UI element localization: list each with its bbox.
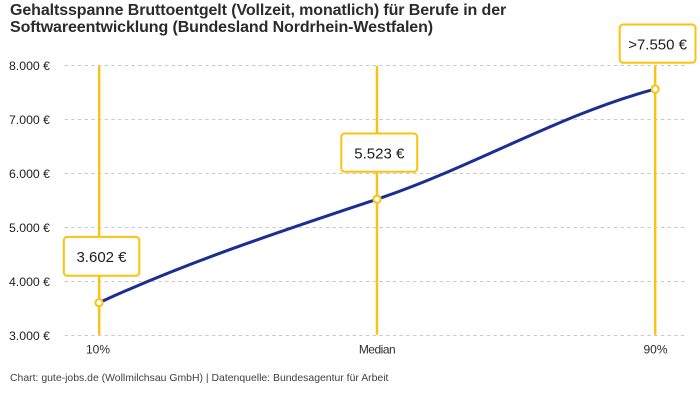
svg-text:6.000 €: 6.000 € xyxy=(9,167,50,181)
svg-text:90%: 90% xyxy=(643,343,667,357)
svg-text:7.000 €: 7.000 € xyxy=(9,113,50,127)
svg-text:4.000 €: 4.000 € xyxy=(9,275,50,289)
svg-text:10%: 10% xyxy=(86,343,110,357)
svg-text:3.000 €: 3.000 € xyxy=(9,329,50,343)
svg-text:>7.550 €: >7.550 € xyxy=(628,36,687,53)
svg-text:5.000 €: 5.000 € xyxy=(9,221,50,235)
svg-text:8.000 €: 8.000 € xyxy=(9,59,50,73)
svg-text:5.523 €: 5.523 € xyxy=(354,145,405,162)
svg-text:Chart: gute-jobs.de (Wollmilch: Chart: gute-jobs.de (Wollmilchsau GmbH) … xyxy=(10,373,389,384)
svg-text:3.602 €: 3.602 € xyxy=(76,249,127,266)
svg-text:Median: Median xyxy=(359,343,395,357)
